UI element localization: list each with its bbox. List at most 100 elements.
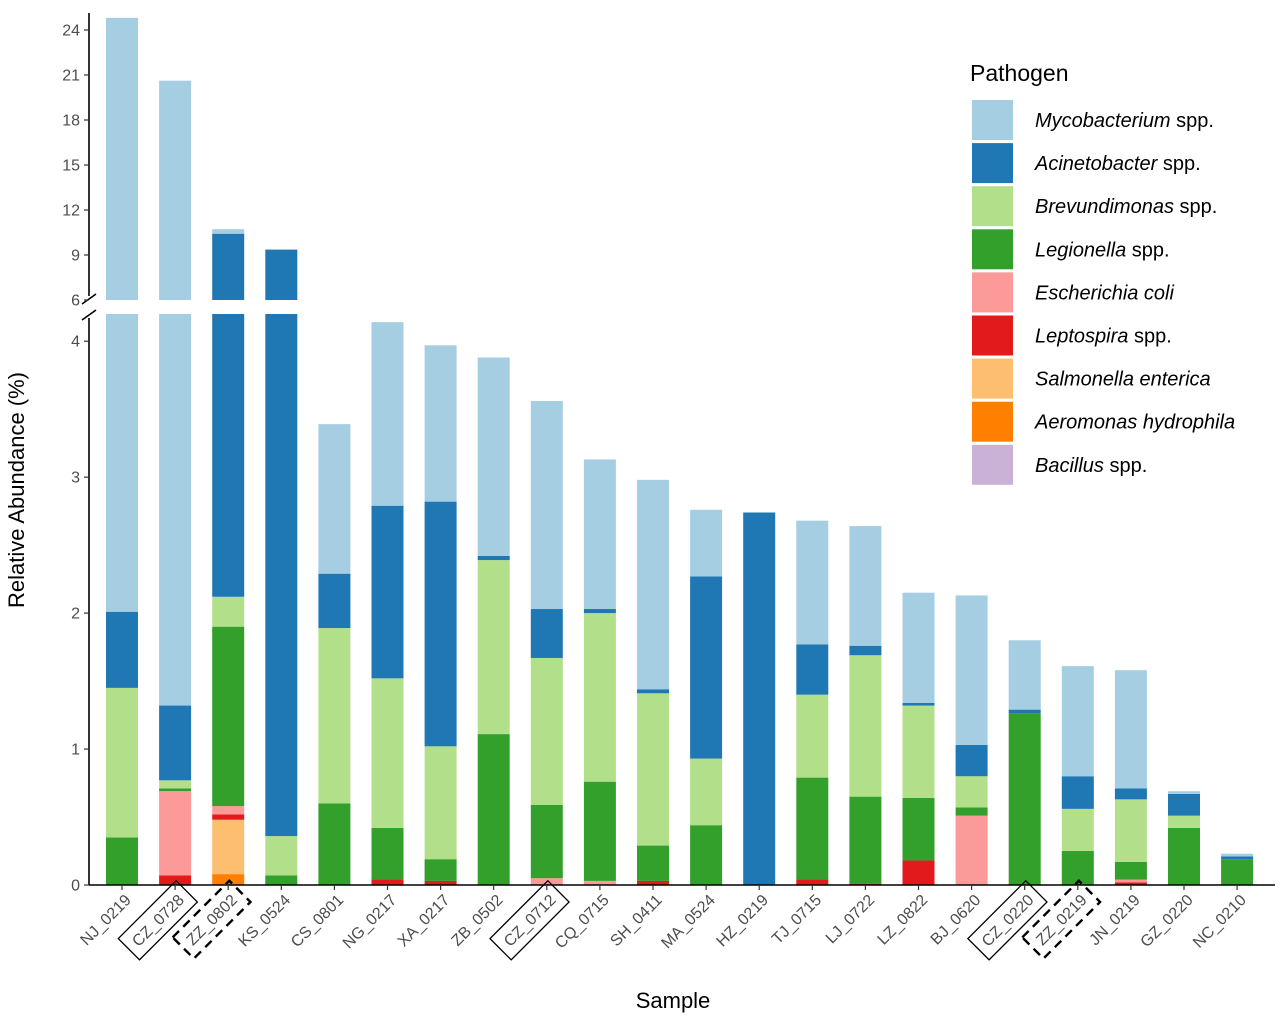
bar-segment-JN_0219-leptospira [1114, 882, 1147, 885]
x-tick-label-CS_0801: CS_0801 [288, 892, 347, 951]
y-tick-label-low-1: 1 [71, 742, 80, 759]
x-tick-group-CZ_0728: CZ_0728 [117, 879, 199, 961]
bar-segment-BJ_0620-acinetobacter [955, 744, 988, 777]
bar-segment-CZ_0728-brevundimonas [159, 780, 192, 789]
x-tick-group-CZ_0712: CZ_0712 [489, 879, 570, 961]
bar-segment-BJ_0620-legionella [955, 807, 988, 816]
x-tick-group-BJ_0620: BJ_0620 [928, 892, 985, 949]
bar-segment-CZ_0220-legionella [1008, 713, 1041, 885]
bar-segment-HZ_0219-acinetobacter [743, 512, 776, 885]
legend-label-brevundimonas: Brevundimonas spp. [1035, 196, 1217, 218]
x-tick-label-MA_0524: MA_0524 [658, 892, 719, 953]
bar-segment-CQ_0715-legionella [583, 781, 616, 881]
bar-segment-NC_0210-acinetobacter [1221, 856, 1254, 860]
bar-segment-GZ_0220-mycobacterium [1168, 791, 1200, 794]
x-tick-group-HZ_0219: HZ_0219 [713, 892, 772, 951]
legend-label-bacillus: Bacillus spp. [1035, 455, 1147, 477]
legend-swatch-mycobacterium [972, 100, 1013, 140]
x-tick-group-KS_0524: KS_0524 [236, 892, 295, 951]
x-tick-group-LZ_0822: LZ_0822 [875, 892, 932, 949]
x-tick-label-ZB_0502: ZB_0502 [449, 892, 507, 950]
bars-layer [106, 17, 1254, 885]
x-tick-group-ZZ_0219: ZZ_0219 [1020, 879, 1102, 961]
bar-segment-ZZ_0802-salmonella-enterica [212, 819, 245, 875]
bar-segment-LZ_0822-mycobacterium [902, 592, 935, 703]
bar-segment-ZB_0502-legionella [477, 734, 510, 885]
bar-segment-CZ_0712-legionella [530, 804, 563, 879]
bar-segment-ZZ_0219-mycobacterium [1061, 666, 1094, 777]
legend-label-leptospira: Leptospira spp. [1035, 326, 1172, 348]
legend-label-salmonella-enterica: Salmonella enterica [1035, 369, 1211, 391]
bar-segment-JN_0219-mycobacterium [1114, 670, 1147, 789]
axis-break-mark-lower [81, 309, 97, 321]
x-tick-group-SH_0411: SH_0411 [607, 892, 665, 950]
bar-segment-LZ_0822-acinetobacter [902, 702, 935, 706]
y-tick-label-up-15: 15 [62, 158, 80, 175]
legend-swatch-bacillus [972, 444, 1013, 485]
x-tick-labels: NJ_0219CZ_0728ZZ_0802KS_0524CS_0801NG_02… [77, 879, 1250, 961]
bar-segment-NJ_0219-acinetobacter [106, 611, 138, 688]
x-tick-label-NG_0217: NG_0217 [340, 892, 401, 953]
bar-segment-NG_0217-leptospira [371, 879, 404, 885]
x-tick-label-TJ_0715: TJ_0715 [769, 892, 825, 948]
y-tick-label-low-4: 4 [71, 334, 80, 351]
bar-segment-LZ_0822-brevundimonas [902, 705, 935, 798]
bar-segment-CZ_0712-acinetobacter [530, 609, 563, 658]
bar-segment-LJ_0722-acinetobacter [849, 645, 882, 656]
bar-segment-ZB_0502-brevundimonas [477, 560, 510, 735]
x-label-box-solid [489, 879, 570, 961]
bar-segment-CZ_0728-legionella [159, 788, 192, 792]
bar-segment-XA_0217-leptospira [424, 880, 457, 885]
bar-segment-KS_0524-acinetobacter [265, 314, 298, 837]
bar-segment-LJ_0722-mycobacterium [849, 526, 882, 646]
bar-segment-LZ_0822-legionella [902, 797, 935, 861]
bar-segment-KS_0524-legionella [265, 875, 298, 885]
bar-segment-GZ_0220-legionella [1168, 827, 1200, 885]
bar-segment-CZ_0712-brevundimonas [530, 657, 563, 805]
bar-segment-SH_0411-acinetobacter [637, 689, 669, 694]
bar-segment-MA_0524-brevundimonas [690, 758, 723, 826]
y-tick-label-up-12: 12 [62, 203, 80, 220]
y-axis-title: Relative Abundance (%) [4, 372, 29, 608]
bar-segment-CS_0801-mycobacterium [318, 424, 351, 574]
x-tick-group-XA_0217: XA_0217 [395, 892, 454, 951]
bar-segment-ZZ_0802-legionella [212, 626, 245, 807]
bar-segment-XA_0217-acinetobacter [424, 501, 457, 747]
bar-segment-JN_0219-legionella [1114, 861, 1147, 880]
legend-label-acinetobacter: Acinetobacter spp. [1034, 153, 1201, 175]
bar-segment-ZZ_0219-acinetobacter [1061, 776, 1094, 809]
bar-segment-KS_0524-acinetobacter [265, 249, 298, 300]
x-label-box-solid [117, 879, 199, 961]
x-label-box-dashed [170, 879, 253, 961]
x-tick-label-GZ_0220: GZ_0220 [1138, 892, 1197, 951]
bar-segment-NC_0210-mycobacterium [1221, 853, 1254, 857]
bar-segment-NG_0217-acinetobacter [371, 505, 404, 679]
bar-segment-LJ_0722-legionella [849, 796, 882, 884]
bar-segment-ZB_0502-mycobacterium [477, 357, 510, 556]
legend-swatch-salmonella-enterica [972, 358, 1013, 399]
bar-segment-CQ_0715-escherichia-coli [583, 880, 616, 885]
x-tick-group-ZZ_0802: ZZ_0802 [170, 879, 253, 961]
bar-segment-CQ_0715-acinetobacter [583, 609, 616, 614]
x-label-box-solid [966, 879, 1048, 961]
x-tick-group-CQ_0715: CQ_0715 [552, 892, 613, 953]
bar-segment-ZZ_0219-brevundimonas [1061, 808, 1094, 852]
y-tick-label-up-9: 9 [71, 248, 80, 265]
x-tick-label-NC_0210: NC_0210 [1190, 892, 1250, 952]
bar-segment-CQ_0715-mycobacterium [583, 459, 616, 610]
legend-label-legionella: Legionella spp. [1035, 239, 1170, 261]
bar-segment-ZZ_0802-leptospira [212, 814, 245, 820]
bar-segment-JN_0219-acinetobacter [1114, 788, 1147, 800]
legend: Pathogen Mycobacterium spp. Acinetobacter… [970, 60, 1235, 485]
x-tick-group-MA_0524: MA_0524 [658, 892, 719, 953]
x-tick-group-LJ_0722: LJ_0722 [823, 892, 879, 948]
legend-label-aeromonas-hydrophila: Aeromonas hydrophila [1034, 412, 1235, 434]
x-tick-label-SH_0411: SH_0411 [607, 892, 665, 950]
y-tick-label-up-24: 24 [62, 23, 80, 40]
x-axis-title: Sample [636, 988, 711, 1013]
bar-segment-JN_0219-escherichia-coli [1114, 879, 1147, 883]
bar-segment-NG_0217-legionella [371, 827, 404, 880]
bar-segment-MA_0524-legionella [690, 825, 723, 885]
